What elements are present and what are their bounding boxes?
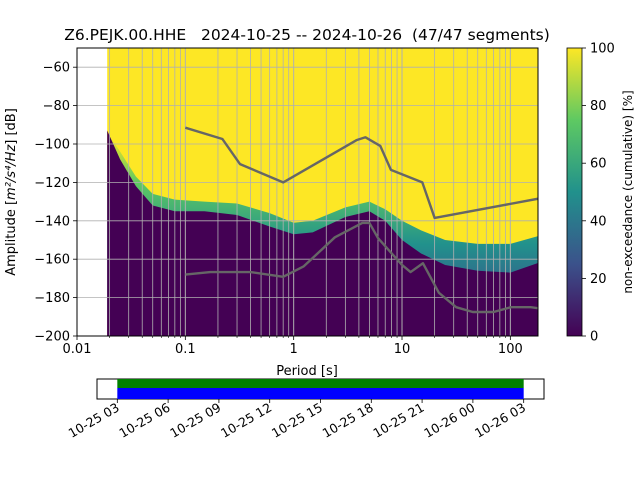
x-tick-label: 100 <box>498 342 523 357</box>
psd-low-region <box>107 130 538 336</box>
timeline-tick-label: 10-25 03 <box>66 400 122 441</box>
y-axis-label: Amplitude [m²/s⁴/Hz] [dB] <box>4 108 19 276</box>
timeline-coverage-bottom <box>117 388 524 399</box>
timeline-tick-label: 10-25 15 <box>269 400 325 441</box>
y-axis-label-prefix: Amplitude [ <box>4 200 19 276</box>
plot-area <box>77 48 538 336</box>
y-tick-label: −160 <box>34 253 70 268</box>
nhnm-noise-model-line <box>184 126 538 220</box>
y-axis-label-suffix: ] [dB] <box>4 108 19 145</box>
timeline-tick-label: 10-25 21 <box>370 400 426 441</box>
y-tick-label: −120 <box>34 176 70 191</box>
x-tick-label: 1 <box>290 342 298 357</box>
timeline-tick-label: 10-25 12 <box>218 400 274 441</box>
plot-frame <box>76 47 539 337</box>
colorbar-tick-label: 100 <box>590 42 615 57</box>
timeline-tick-label: 10-25 18 <box>320 400 376 441</box>
y-tick-label: −180 <box>34 291 70 306</box>
nlnm-noise-model-line <box>185 221 538 314</box>
timeline-tick-label: 10-26 00 <box>421 400 477 441</box>
timeline-tick-label: 10-25 06 <box>116 400 172 441</box>
timeline-tick-label: 10-26 03 <box>472 400 528 441</box>
colorbar-ticks: 0 20 40 60 80 100 <box>582 42 615 345</box>
colorbar-tick-label: 60 <box>590 157 607 172</box>
colorbar: 0 20 40 60 80 100 non-exceedance (cumulative)… <box>566 42 635 345</box>
y-axis: −60 −80 −100 −120 −140 −160 −180 −200 <box>34 61 77 345</box>
colorbar-gradient <box>566 47 583 337</box>
colorbar-tick-label: 80 <box>590 99 607 114</box>
timeline-coverage-top <box>117 379 524 388</box>
y-axis-label-units: m²/s⁴/Hz <box>4 144 19 200</box>
gridlines <box>77 48 538 336</box>
x-axis: 0.01 0.1 1 10 100 <box>63 336 523 357</box>
y-tick-label: −200 <box>34 330 70 345</box>
colorbar-tick-label: 0 <box>590 330 598 345</box>
x-tick-label: 0.1 <box>175 342 196 357</box>
y-tick-label: −140 <box>34 214 70 229</box>
colorbar-tick-label: 40 <box>590 214 607 229</box>
chart-title: Z6.PEJK.00.HHE 2024-10-25 -- 2024-10-26 … <box>64 26 550 44</box>
x-axis-label: Period [s] <box>276 364 338 379</box>
y-tick-label: −60 <box>43 61 70 76</box>
colorbar-label: non-exceedance (cumulative) [%] <box>621 90 635 293</box>
colorbar-tick-label: 20 <box>590 272 607 287</box>
x-tick-label: 0.01 <box>63 342 92 357</box>
y-tick-label: −80 <box>43 99 70 114</box>
timeline-tick-label: 10-25 09 <box>167 400 223 441</box>
x-tick-label: 10 <box>394 342 411 357</box>
y-tick-label: −100 <box>34 138 70 153</box>
